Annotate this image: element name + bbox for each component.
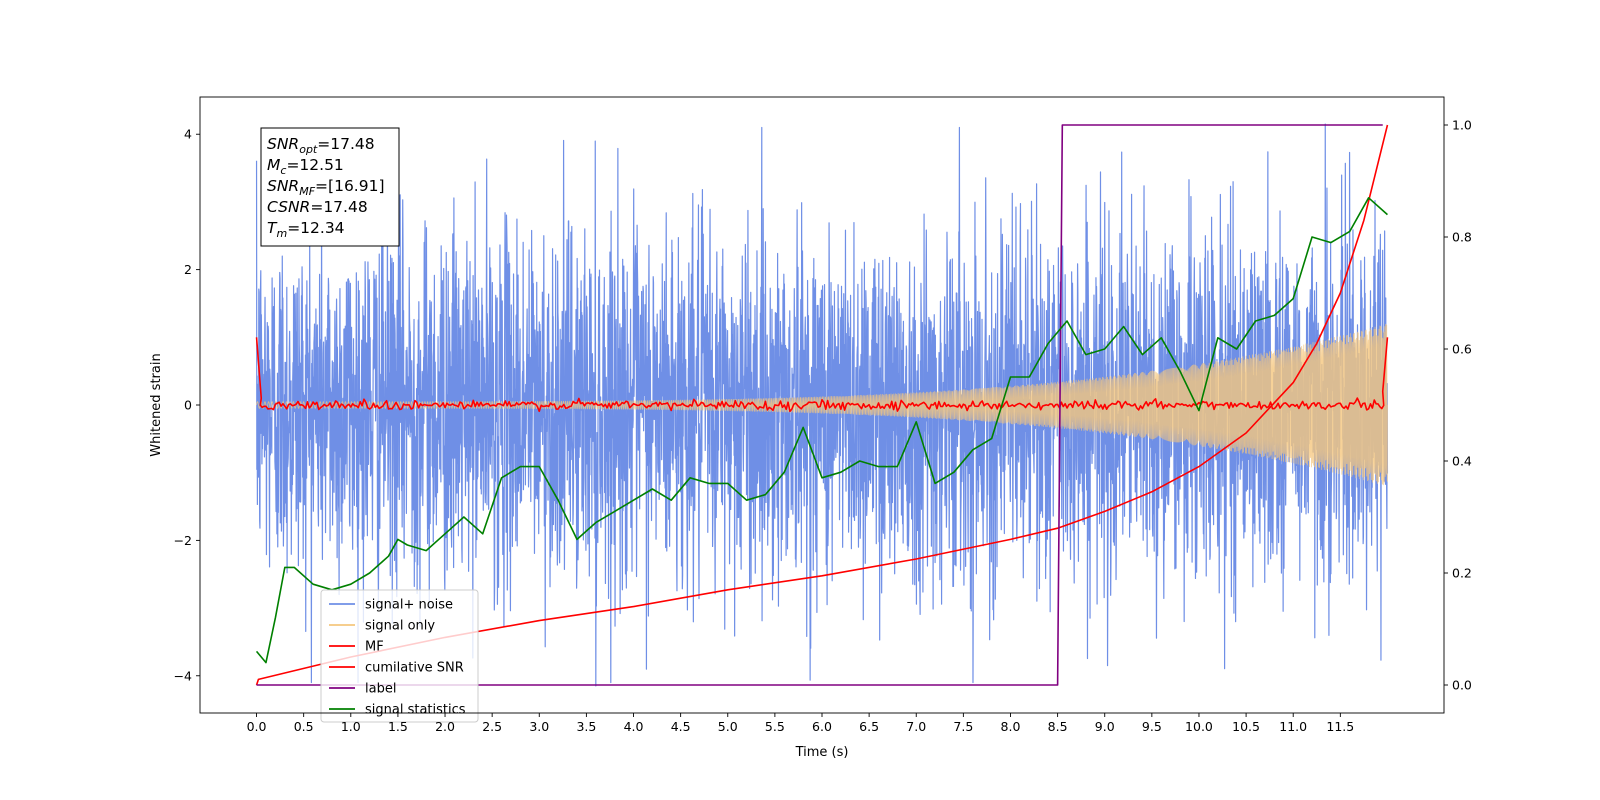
x-axis-label: Time (s) [795, 745, 849, 760]
x-tick-label: 2.5 [482, 719, 502, 734]
x-tick-label: 7.5 [953, 719, 973, 734]
x-tick-label: 6.5 [859, 719, 879, 734]
legend-entry: signal+ noise [365, 598, 453, 613]
series-signal-statistics-line [255, 197, 1388, 664]
x-tick-label: 9.0 [1095, 719, 1115, 734]
series-mf-line [255, 337, 1389, 413]
x-tick-label: 2.0 [435, 719, 455, 734]
x-tick-label: 7.0 [906, 719, 926, 734]
x-tick-label: 6.0 [812, 719, 832, 734]
x-tick-label: 11.5 [1326, 719, 1354, 734]
annotation-line: SNRopt=17.48 [267, 135, 375, 156]
x-tick-label: 5.5 [765, 719, 785, 734]
x-tick-label: 9.5 [1142, 719, 1162, 734]
legend: signal+ noise signal only MF cumilative SNR… [320, 589, 479, 723]
axes: 0.0 0.5 1.0 1.5 2.0 2.5 3.0 3.5 4.0 4.5 5.0 5.5 6.0 6… [174, 96, 1472, 734]
y-tick-label: 4 [184, 127, 192, 142]
y2-tick-label: 0.8 [1452, 230, 1472, 245]
x-tick-label: 1.5 [388, 719, 408, 734]
y-axis-label: Whitened strain [149, 353, 164, 456]
legend-entry: signal statistics [365, 703, 466, 718]
x-tick-label: 0.5 [294, 719, 314, 734]
x-tick-label: 4.0 [624, 719, 644, 734]
y2-tick-label: 1.0 [1452, 118, 1472, 133]
x-tick-label: 1.0 [341, 719, 361, 734]
x-tick-label: 10.0 [1185, 719, 1213, 734]
x-tick-label: 10.5 [1232, 719, 1260, 734]
legend-frame [320, 589, 479, 723]
x-tick-label: 11.0 [1279, 719, 1307, 734]
series-label-line [256, 124, 1383, 686]
legend-entry: cumilative SNR [365, 661, 464, 676]
legend-entry: MF [365, 640, 384, 655]
legend-entry: signal only [365, 619, 435, 634]
y2-tick-label: 0.0 [1452, 678, 1472, 693]
y2-tick-label: 0.2 [1452, 566, 1472, 581]
legend-entry: label [365, 682, 396, 697]
y-tick-label: 0 [184, 398, 192, 413]
x-tick-label: 8.0 [1001, 719, 1021, 734]
annotation-line: Tm=12.34 [267, 219, 345, 240]
x-tick-label: 5.0 [718, 719, 738, 734]
annotation-line: SNRMF=[16.91] [267, 177, 385, 198]
y-tick-label: −2 [174, 533, 192, 548]
annotation-frame [260, 127, 400, 247]
annotation-line: CSNR=17.48 [267, 198, 368, 216]
y2-tick-label: 0.4 [1452, 454, 1472, 469]
x-tick-label: 3.0 [529, 719, 549, 734]
series-signal-only-line [256, 323, 1388, 486]
y2-tick-label: 0.6 [1452, 342, 1472, 357]
x-tick-label: 3.5 [576, 719, 596, 734]
annotation-line: Mc=12.51 [267, 156, 344, 177]
x-tick-label: 0.0 [247, 719, 267, 734]
y-tick-label: −4 [174, 668, 192, 683]
x-tick-label: 8.5 [1048, 719, 1068, 734]
x-tick-label: 4.5 [671, 719, 691, 734]
annotation-box: SNRopt=17.48Mc=12.51SNRMF=[16.91]CSNR=17… [260, 127, 400, 247]
y-tick-label: 2 [184, 262, 192, 277]
